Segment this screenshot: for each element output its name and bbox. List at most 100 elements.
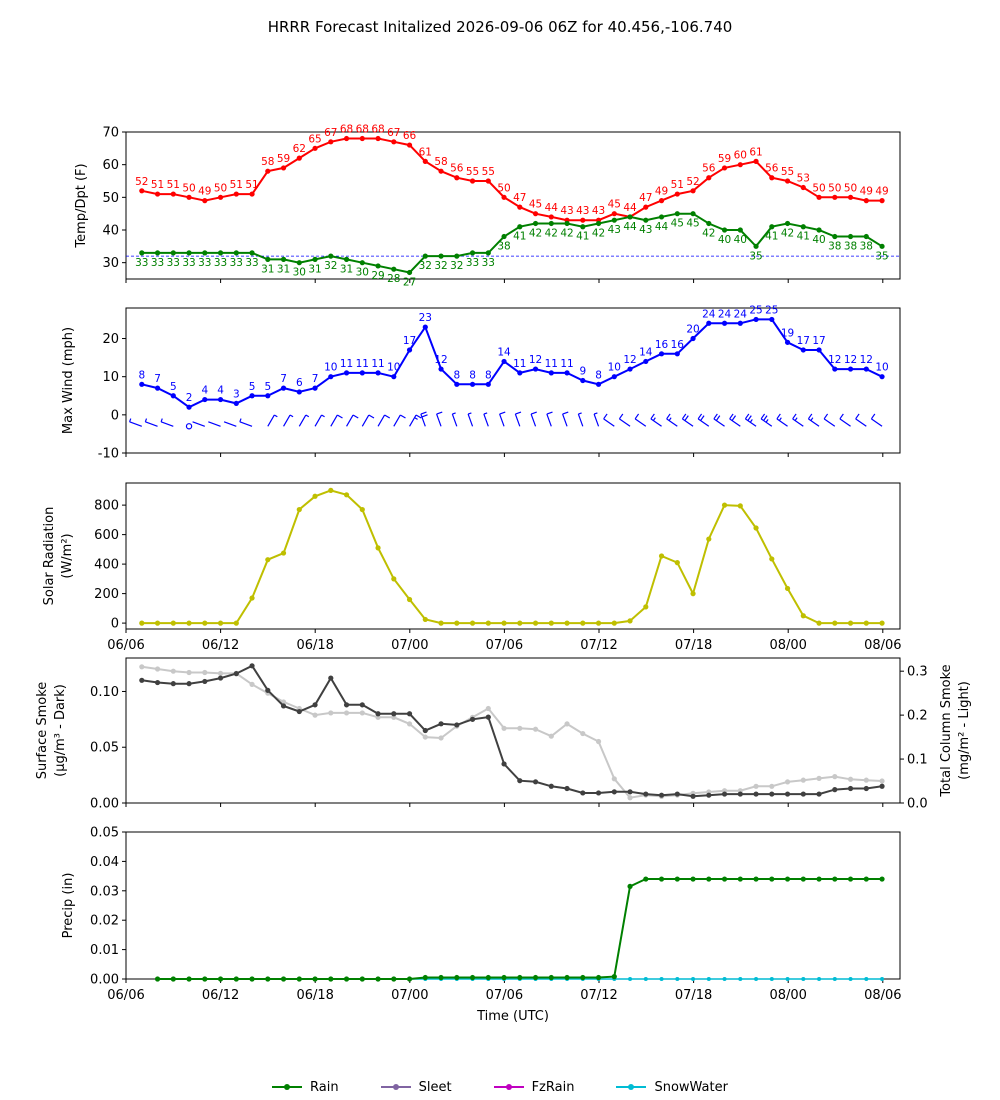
solar-point	[706, 536, 712, 542]
y-tick-label: 30	[102, 256, 119, 271]
temp-data-label: 49	[875, 186, 888, 198]
x-tick-label: 07/12	[580, 638, 617, 653]
wind-point	[170, 393, 176, 399]
legend-item-fzrain: FzRain	[493, 1076, 574, 1098]
wind-barb	[239, 418, 253, 427]
temp-data-label: 44	[545, 202, 559, 214]
dewpoint-point	[769, 224, 775, 230]
temp-data-label: 51	[230, 179, 243, 191]
surface-smoke-point	[517, 778, 523, 784]
surface-smoke-point	[595, 790, 602, 796]
wind-point	[564, 370, 570, 376]
solar-point	[580, 620, 586, 626]
temp-point	[280, 165, 287, 171]
wind-barb	[330, 414, 343, 427]
wind-barb-shaft	[792, 418, 804, 427]
dewpoint-data-label: 42	[592, 227, 605, 239]
solar-point	[690, 591, 696, 597]
solar-point	[564, 620, 570, 626]
y-axis-label-surface-smoke-text: Surface Smoke	[35, 682, 50, 780]
wind-point	[359, 370, 365, 376]
rain-point	[312, 976, 318, 982]
x-tick-label: 08/06	[864, 988, 901, 1003]
surface-smoke-point	[548, 783, 554, 789]
rain-point	[265, 976, 271, 982]
panel-frame-2	[125, 482, 901, 630]
column-smoke-point	[816, 775, 822, 781]
temp-data-label: 65	[308, 133, 321, 145]
wind-barb-shaft	[823, 418, 836, 427]
wind-point	[501, 358, 507, 365]
temp-data-label: 59	[718, 153, 731, 165]
temp-point	[233, 191, 239, 197]
x-tick-label: 06/18	[296, 638, 333, 653]
surface-smoke-point	[816, 791, 822, 797]
y-tick-label: 0.01	[90, 943, 119, 958]
wind-data-label: 23	[419, 312, 432, 324]
wind-barb-shaft	[499, 413, 505, 427]
dewpoint-point	[249, 250, 255, 256]
dewpoint-point	[674, 211, 680, 217]
surface-smoke-point	[674, 791, 680, 797]
x-tick-label: 07/12	[580, 988, 617, 1003]
column-smoke-point	[847, 776, 854, 782]
legend-label-sleet: Sleet	[418, 1079, 452, 1095]
y-tick-label: 0.10	[90, 685, 119, 700]
rain-point	[469, 974, 476, 981]
temp-data-label: 47	[513, 192, 526, 204]
column-smoke-point	[532, 726, 539, 732]
solar-point	[863, 620, 869, 626]
wind-barb-shaft	[361, 414, 370, 427]
wind-barb-flag	[839, 413, 844, 420]
wind-barb	[792, 413, 804, 427]
wind-point	[202, 396, 208, 403]
dewpoint-data-label: 27	[403, 276, 416, 288]
temp-data-label: 66	[403, 130, 417, 142]
wind-data-label: 10	[875, 362, 888, 374]
wind-point	[863, 366, 869, 372]
legend-swatch-snowwater	[616, 1084, 647, 1090]
wind-data-label: 17	[812, 335, 825, 347]
dewpoint-data-label: 31	[308, 263, 321, 275]
snowwater-point	[848, 977, 853, 981]
surface-smoke-point	[217, 675, 224, 681]
wind-point	[737, 320, 743, 326]
y-axis-label-solar-text: (W/m²)	[60, 533, 75, 578]
y-tick-label: 0.02	[90, 914, 119, 929]
temp-data-label: 53	[797, 173, 810, 185]
wind-barb-shaft	[666, 418, 678, 427]
temp-point	[154, 191, 161, 197]
solar-point	[800, 613, 806, 619]
y-tick-label: 0.05	[90, 826, 119, 841]
y-tick-label: 200	[94, 587, 119, 602]
solar-point	[391, 576, 397, 582]
y-tick-label: 0.1	[907, 753, 928, 768]
wind-data-label: 7	[312, 373, 319, 385]
column-smoke-point	[611, 776, 617, 782]
wind-barb-flag	[530, 411, 537, 415]
solar-point	[154, 620, 161, 626]
temp-data-label: 59	[277, 153, 290, 165]
y-tick-label: 20	[102, 332, 119, 347]
temp-data-label: 60	[734, 150, 747, 162]
snowwater-point	[864, 977, 869, 981]
rain-point	[154, 976, 161, 982]
wind-data-label: 10	[324, 362, 337, 374]
surface-smoke-point	[485, 714, 491, 720]
y-axis-label-surface-smoke-text: (μg/m³ - Dark)	[53, 684, 68, 777]
dewpoint-point	[580, 224, 586, 230]
y-axis-label-wind: Max Wind (mph)	[61, 327, 76, 434]
wind-point	[674, 351, 680, 357]
temp-point	[422, 158, 428, 164]
wind-barb-half-flag	[414, 417, 418, 420]
dewpoint-point	[706, 220, 712, 227]
temp-point	[847, 194, 854, 200]
wind-point	[406, 347, 413, 353]
surface-smoke-point	[690, 793, 696, 799]
wind-barb-flag	[562, 411, 569, 415]
wind-barb	[823, 413, 836, 427]
wind-point	[595, 381, 602, 387]
snowwater-point	[628, 977, 633, 981]
x-tick-label: 07/00	[391, 988, 428, 1003]
wind-point	[391, 374, 397, 380]
